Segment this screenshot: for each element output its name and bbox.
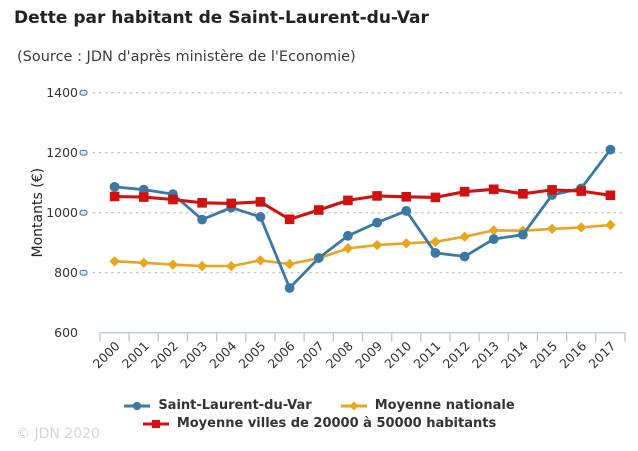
svg-text:2005: 2005 xyxy=(235,338,268,371)
svg-text:2002: 2002 xyxy=(148,338,181,371)
legend-label: Moyenne villes de 20000 à 50000 habitant… xyxy=(176,416,497,431)
svg-text:600: 600 xyxy=(54,325,78,340)
legend-item-moyenne-villes[interactable]: Moyenne villes de 20000 à 50000 habitant… xyxy=(142,416,496,431)
legend-item-moyenne-nationale[interactable]: Moyenne nationale xyxy=(340,398,515,413)
svg-text:2011: 2011 xyxy=(410,338,443,371)
y-axis: 600 800 1000 1200 1400 Montants (€) xyxy=(30,85,88,340)
series-1 xyxy=(109,219,616,272)
circle-marker-icon xyxy=(124,401,151,410)
copyright-text: © JDN 2020 xyxy=(16,426,100,442)
svg-text:1400: 1400 xyxy=(46,85,78,100)
svg-text:2000: 2000 xyxy=(90,338,123,371)
legend-row-2: Moyenne villes de 20000 à 50000 habitant… xyxy=(142,416,496,431)
chart-subtitle: (Source : JDN d'après ministère de l'Eco… xyxy=(17,49,356,65)
legend-row-1: Saint-Laurent-du-Var Moyenne nationale xyxy=(123,398,515,413)
chart-title: Dette par habitant de Saint-Laurent-du-V… xyxy=(14,8,429,28)
svg-text:2001: 2001 xyxy=(119,338,152,371)
x-axis: 2000200120022003200420052006200720082009… xyxy=(90,331,626,371)
svg-text:2010: 2010 xyxy=(381,338,414,371)
chart-legend: Saint-Laurent-du-Var Moyenne nationale M… xyxy=(0,398,638,431)
svg-text:2004: 2004 xyxy=(206,338,239,371)
square-marker-icon xyxy=(142,419,169,428)
series-2 xyxy=(109,184,616,225)
svg-text:2012: 2012 xyxy=(440,338,473,371)
svg-text:2015: 2015 xyxy=(527,338,560,371)
svg-text:2013: 2013 xyxy=(469,338,502,371)
svg-text:2007: 2007 xyxy=(294,338,327,371)
svg-text:2017: 2017 xyxy=(585,338,618,371)
svg-text:2003: 2003 xyxy=(177,338,210,371)
svg-text:1000: 1000 xyxy=(46,205,78,220)
legend-item-saint-laurent-du-var[interactable]: Saint-Laurent-du-Var xyxy=(123,398,312,413)
svg-text:2014: 2014 xyxy=(498,338,531,371)
diamond-marker-icon xyxy=(340,401,367,410)
svg-text:2016: 2016 xyxy=(556,338,589,371)
svg-text:800: 800 xyxy=(54,265,78,280)
svg-text:1200: 1200 xyxy=(46,145,78,160)
gridlines xyxy=(92,92,626,274)
svg-text:2006: 2006 xyxy=(265,338,298,371)
legend-label: Moyenne nationale xyxy=(374,398,515,413)
legend-label: Saint-Laurent-du-Var xyxy=(158,398,312,413)
svg-text:Montants (€): Montants (€) xyxy=(30,168,46,258)
series-0 xyxy=(109,144,616,293)
svg-text:2009: 2009 xyxy=(352,338,385,371)
svg-text:2008: 2008 xyxy=(323,338,356,371)
